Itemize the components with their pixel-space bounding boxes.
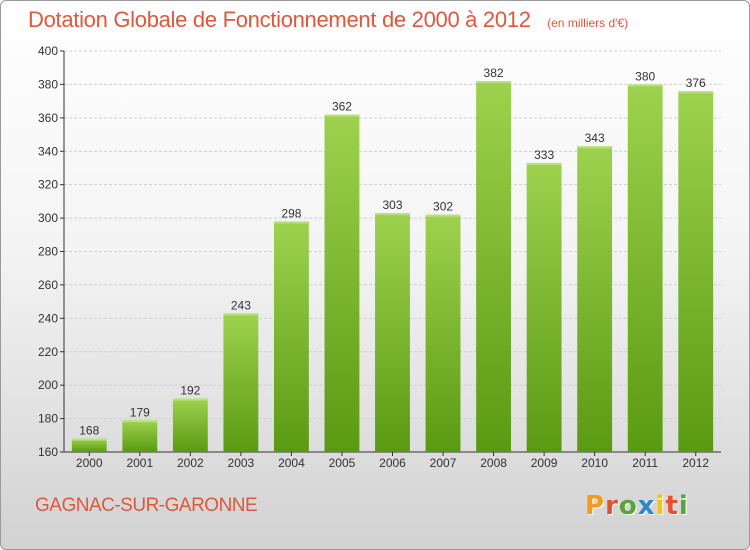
bar-value-label: 298 — [281, 206, 301, 220]
logo-letter: o — [618, 491, 638, 521]
bar — [577, 146, 613, 453]
x-tick-label: 2008 — [480, 456, 507, 470]
x-tick-label: 2002 — [177, 456, 204, 470]
bar-value-label: 192 — [180, 384, 200, 398]
bar-highlight — [71, 438, 107, 441]
bar-highlight — [577, 146, 613, 149]
bar-value-label: 168 — [79, 424, 99, 438]
logo-letter: i — [678, 491, 689, 521]
bar-value-label: 380 — [635, 69, 655, 83]
x-tick-label: 2000 — [76, 456, 103, 470]
y-tick-label: 380 — [38, 77, 58, 91]
y-tick-label: 260 — [38, 278, 58, 292]
bar-highlight — [324, 114, 360, 117]
bar — [375, 213, 410, 452]
bar — [425, 214, 461, 452]
bar-highlight — [273, 221, 309, 224]
x-tick-label: 2009 — [531, 456, 558, 470]
bar-value-label: 376 — [686, 76, 706, 90]
x-tick-label: 2005 — [329, 456, 356, 470]
logo-letter: r — [605, 491, 619, 521]
y-tick-label: 360 — [38, 111, 58, 125]
y-tick-label: 280 — [38, 245, 58, 259]
bar-highlight — [172, 398, 208, 401]
logo-letter: t — [665, 491, 679, 521]
y-tick-label: 200 — [38, 378, 58, 392]
x-tick-label: 2010 — [581, 456, 608, 470]
x-tick-label: 2006 — [379, 456, 406, 470]
bar-value-label: 302 — [433, 200, 453, 214]
logo-letter: x — [637, 491, 656, 521]
proxiti-logo: Proxiti — [585, 491, 689, 521]
bar — [122, 420, 158, 452]
bar — [172, 398, 208, 452]
logo-letter: P — [585, 491, 606, 521]
x-tick-label: 2011 — [632, 456, 658, 470]
y-tick-label: 160 — [38, 445, 58, 459]
bar-value-label: 243 — [231, 298, 251, 312]
y-tick-label: 300 — [38, 211, 58, 225]
bar-highlight — [678, 91, 714, 94]
y-tick-label: 180 — [38, 412, 58, 426]
bar — [273, 221, 309, 452]
bar — [71, 438, 107, 452]
city-name: GAGNAC-SUR-GARONNE — [35, 495, 258, 516]
bar-value-label: 343 — [585, 131, 605, 145]
bar — [627, 84, 663, 453]
chart-unit-note: (en milliers d'€) — [547, 16, 629, 30]
bar — [324, 114, 360, 452]
bar-highlight — [375, 213, 410, 216]
y-tick-label: 340 — [38, 144, 58, 158]
bar-highlight — [122, 420, 158, 423]
y-tick-label: 220 — [38, 345, 58, 359]
bar-highlight — [526, 162, 562, 165]
bar — [223, 313, 259, 452]
bar-value-label: 362 — [332, 99, 352, 113]
x-tick-label: 2004 — [278, 456, 305, 470]
logo-letter: i — [655, 491, 666, 521]
bar-value-label: 179 — [130, 405, 150, 419]
x-tick-label: 2003 — [228, 456, 255, 470]
bar-highlight — [425, 214, 461, 217]
y-tick-label: 240 — [38, 311, 58, 325]
x-tick-label: 2007 — [430, 456, 457, 470]
x-tick-label: 2012 — [682, 456, 709, 470]
bar-value-label: 333 — [534, 148, 554, 162]
bar-highlight — [627, 84, 663, 87]
title-row: Dotation Globale de Fonctionnement de 20… — [28, 7, 628, 33]
bar-highlight — [223, 313, 259, 316]
bar — [678, 91, 714, 452]
x-tick-label: 2001 — [126, 456, 153, 470]
bar-value-label: 382 — [484, 66, 504, 80]
bar-value-label: 303 — [382, 198, 402, 212]
bar — [476, 81, 512, 452]
chart-title: Dotation Globale de Fonctionnement de 20… — [28, 7, 531, 32]
y-tick-label: 320 — [38, 178, 58, 192]
y-tick-label: 400 — [38, 44, 58, 58]
bar-highlight — [476, 81, 512, 84]
bar — [526, 162, 562, 452]
